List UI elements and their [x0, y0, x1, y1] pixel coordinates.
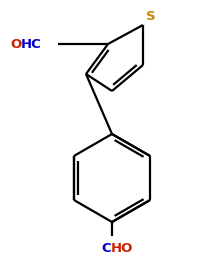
Text: C: C: [101, 242, 110, 255]
Text: O: O: [10, 37, 21, 50]
Text: HC: HC: [21, 37, 42, 50]
Text: S: S: [145, 10, 155, 23]
Text: HO: HO: [110, 242, 133, 255]
